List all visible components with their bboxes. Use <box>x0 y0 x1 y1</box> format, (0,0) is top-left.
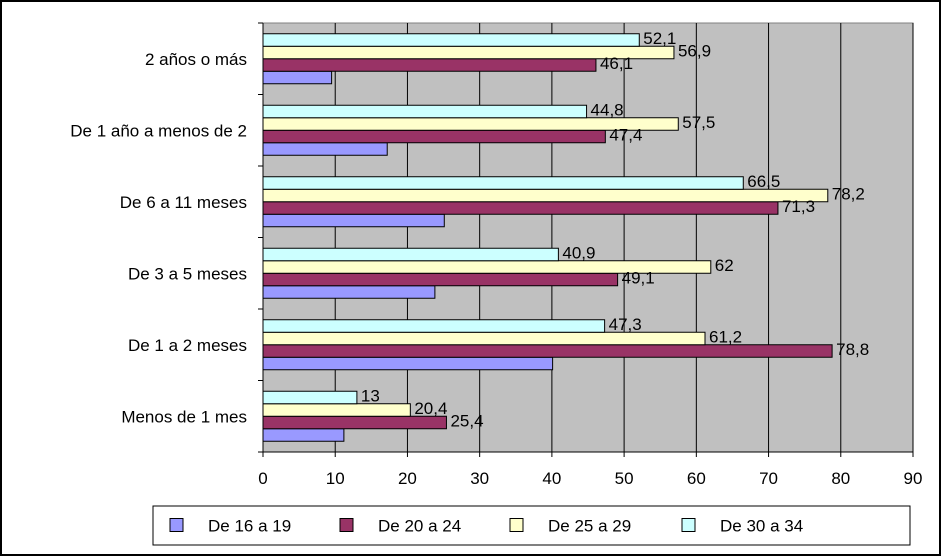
gridlines <box>334 23 914 452</box>
data-label: 47,3 <box>609 315 642 334</box>
bars <box>262 33 833 442</box>
bar <box>262 201 779 215</box>
bar <box>262 58 597 72</box>
legend-box <box>152 505 911 546</box>
legend-swatch <box>169 518 184 532</box>
data-label: 71,3 <box>782 197 815 216</box>
category-label: De 3 a 5 meses <box>128 264 247 283</box>
data-label: 40,9 <box>562 244 595 263</box>
legend: De 16 a 19 De 20 a 24 De 25 a 29 De 30 a 34 <box>152 505 911 546</box>
bar <box>262 129 606 144</box>
data-label: 61,2 <box>709 328 742 347</box>
data-label: 56,9 <box>678 42 711 61</box>
x-tick-label: 80 <box>831 469 850 488</box>
x-tick-label: 20 <box>398 469 417 488</box>
x-tick-label: 50 <box>615 469 634 488</box>
bar <box>262 188 829 203</box>
bar <box>262 428 345 442</box>
data-label: 78,2 <box>832 185 865 204</box>
x-tick-label: 90 <box>904 469 923 488</box>
category-label: 2 años o más <box>145 50 247 69</box>
legend-label: De 30 a 34 <box>720 517 803 536</box>
data-label: 46,1 <box>600 54 633 73</box>
bar <box>262 403 411 417</box>
data-label: 52,1 <box>643 29 676 48</box>
data-label: 66,5 <box>747 172 780 191</box>
category-label: De 1 a 2 meses <box>128 336 247 355</box>
data-label: 78,8 <box>836 340 869 359</box>
axes: 0 10 20 30 40 50 60 70 80 90 Menos de 1 mes De 1 a … <box>70 22 923 488</box>
legend-swatch <box>681 518 696 532</box>
data-label: 47,4 <box>609 126 642 145</box>
x-tick-label: 40 <box>542 469 561 488</box>
bar <box>262 319 606 333</box>
data-label: 13 <box>361 387 380 406</box>
data-label: 49,1 <box>622 269 655 288</box>
legend-swatch <box>509 518 524 532</box>
bar <box>262 285 436 299</box>
data-label: 20,4 <box>414 399 447 418</box>
bar <box>262 33 640 47</box>
category-label: De 1 año a menos de 2 <box>70 121 247 140</box>
x-tick-label: 30 <box>470 469 489 488</box>
data-labels: 25,420,4 13 78,8 61,2 47,3 49,1 62 40,9 71,3 78,2… <box>361 29 869 431</box>
bar <box>262 213 445 228</box>
data-label: 25,4 <box>450 412 483 431</box>
bar <box>262 356 554 371</box>
bar <box>262 344 833 358</box>
bar <box>262 70 333 85</box>
legend-label: De 25 a 29 <box>548 517 631 536</box>
bar <box>262 104 588 119</box>
category-label: Menos de 1 mes <box>121 407 247 426</box>
data-label: 62 <box>715 256 734 275</box>
legend-swatch <box>339 518 354 532</box>
bar <box>262 142 388 156</box>
bar <box>262 390 358 405</box>
legend-label: De 20 a 24 <box>378 517 461 536</box>
bar <box>262 331 706 346</box>
bar <box>262 415 447 430</box>
x-tick-label: 70 <box>759 469 778 488</box>
data-label: 44,8 <box>591 101 624 120</box>
bar <box>262 247 559 262</box>
plot-area <box>262 22 914 453</box>
x-tick-label: 10 <box>326 469 345 488</box>
bar <box>262 272 619 287</box>
x-tick-label: 0 <box>258 469 267 488</box>
data-label: 57,5 <box>682 113 715 132</box>
legend-label: De 16 a 19 <box>208 517 291 536</box>
x-tick-label: 60 <box>687 469 706 488</box>
category-label: De 6 a 11 meses <box>120 193 247 212</box>
bar <box>262 176 744 190</box>
